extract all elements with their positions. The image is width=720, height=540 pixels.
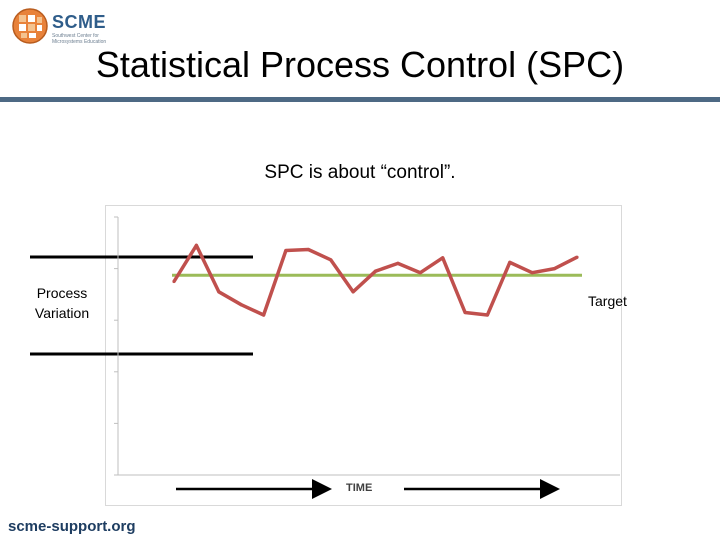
series-point — [575, 255, 579, 259]
footer-url: scme-support.org — [8, 518, 136, 535]
process-variation-line2: Variation — [34, 305, 90, 321]
series-point — [508, 260, 512, 264]
slide-title: Statistical Process Control (SPC) — [95, 44, 625, 85]
globe-icon — [12, 8, 48, 44]
title-rule — [0, 97, 720, 102]
series-point — [172, 279, 176, 284]
series-point — [306, 247, 310, 252]
logo-tagline: Southwest Center for Microsystems Educat… — [52, 33, 107, 45]
series-point — [463, 310, 467, 315]
slide-subtitle: SPC is about “control”. — [264, 162, 456, 183]
logo-name: SCME — [52, 12, 107, 32]
process-variation-line1: Process — [36, 285, 88, 301]
series-point — [239, 303, 243, 307]
series-point — [396, 261, 400, 265]
series-point — [418, 271, 422, 275]
series-point — [217, 290, 221, 294]
series-point — [329, 258, 333, 262]
series-point — [553, 267, 557, 271]
series-point — [530, 271, 534, 275]
series-point — [441, 256, 445, 260]
series-point — [351, 290, 355, 294]
x-axis-label: TIME — [346, 482, 373, 494]
series-point — [262, 313, 266, 317]
series-point — [284, 248, 288, 253]
process-variation-label: Process Variation — [22, 283, 102, 323]
scme-logo: SCME Southwest Center for Microsystems E… — [10, 6, 120, 48]
series-point — [194, 243, 198, 247]
series-point — [373, 269, 378, 273]
series-point — [485, 313, 489, 317]
target-label: Target — [588, 293, 627, 309]
